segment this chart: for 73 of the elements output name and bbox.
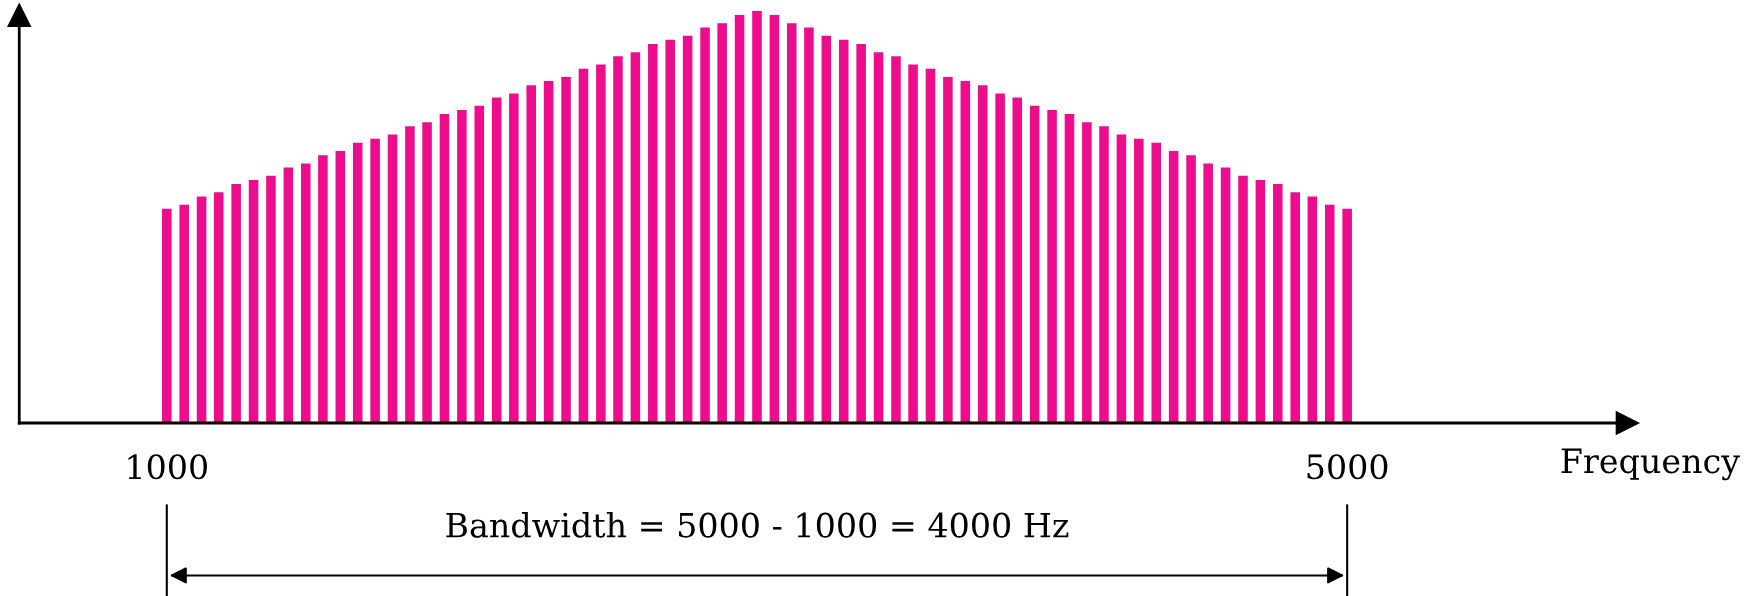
bar (370, 138, 380, 423)
bar (1012, 97, 1023, 423)
bar (561, 76, 571, 423)
bar (700, 27, 710, 423)
bar (682, 35, 693, 423)
bar (1047, 109, 1057, 423)
bar (405, 126, 415, 423)
bar (925, 68, 936, 423)
bar (977, 85, 988, 423)
bar (769, 15, 780, 423)
bar (752, 11, 762, 423)
bar (248, 179, 259, 423)
bar (474, 105, 485, 423)
x-axis-title: Frequency (1561, 448, 1740, 481)
bar (1099, 126, 1109, 423)
bar (283, 167, 294, 423)
bar (266, 175, 276, 423)
bar (804, 27, 814, 423)
bar (995, 93, 1005, 423)
bar (543, 81, 554, 423)
bar (856, 43, 866, 423)
bar (787, 23, 797, 423)
bar (943, 76, 953, 423)
bar (526, 85, 537, 423)
bar (1082, 122, 1092, 423)
bar (1064, 114, 1075, 423)
bar (422, 122, 432, 423)
bar (578, 68, 589, 423)
bar (1203, 163, 1213, 423)
bar (1220, 167, 1231, 423)
bar (838, 39, 849, 423)
bar (1273, 184, 1283, 423)
bar (1151, 142, 1162, 423)
bar (439, 114, 450, 423)
bar (717, 23, 727, 423)
bar (387, 134, 398, 423)
bar (1324, 204, 1335, 423)
bar (960, 81, 971, 423)
bar (1290, 192, 1300, 423)
bar (891, 56, 901, 423)
bar (1238, 175, 1248, 423)
bar (457, 109, 467, 423)
bar (873, 52, 884, 423)
x-tick-label: 1000 (128, 454, 207, 480)
bar (352, 142, 363, 423)
bar (1134, 138, 1144, 423)
bar (509, 93, 519, 423)
bar (1342, 208, 1352, 423)
bar (1116, 134, 1127, 423)
bar (1029, 105, 1040, 423)
text: Bandwidth = 5000 - 1000 = 4000 Hz (446, 511, 1069, 538)
bar (630, 52, 641, 423)
bar (1307, 196, 1318, 423)
x-tick-label: 5000 (1307, 454, 1388, 480)
bar (613, 56, 623, 423)
bar (596, 64, 606, 423)
bar (196, 196, 207, 423)
bar (318, 155, 328, 423)
bar (335, 151, 346, 423)
bar (179, 204, 189, 423)
bar (648, 43, 658, 423)
bar (908, 64, 918, 423)
bar (231, 184, 241, 423)
bar (665, 39, 675, 423)
bar (1168, 151, 1179, 423)
bar (821, 35, 832, 423)
bar (491, 97, 502, 423)
bar (734, 15, 745, 423)
bar (162, 208, 172, 423)
bar (301, 163, 311, 423)
bar (1255, 179, 1266, 423)
bar (1186, 155, 1196, 423)
bar (213, 192, 224, 423)
